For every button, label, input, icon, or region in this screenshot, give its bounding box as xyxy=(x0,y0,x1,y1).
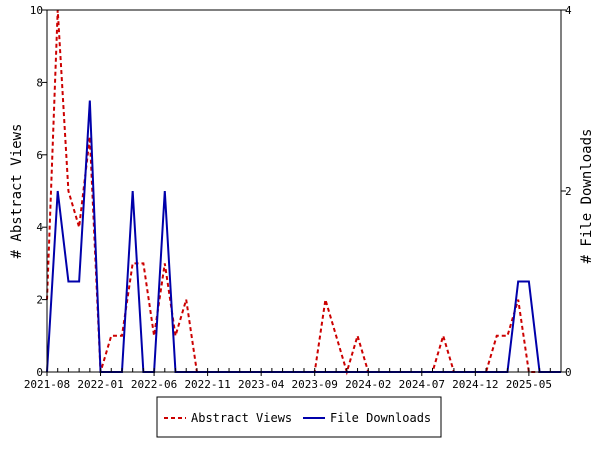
x-tick-label: 2023-09 xyxy=(292,378,338,391)
y-left-tick-label: 10 xyxy=(30,4,43,17)
y-left-tick-label: 0 xyxy=(36,366,43,379)
y-left-tick-label: 6 xyxy=(36,149,43,162)
y-left-tick-label: 2 xyxy=(36,294,43,307)
y-right-tick-label: 0 xyxy=(565,366,572,379)
y-right-tick-label: 2 xyxy=(565,185,572,198)
x-tick-label: 2022-01 xyxy=(77,378,123,391)
ticks-layer: 0 2 4 6 8 10 0 2 4 2021-08 2022-01 2022-06 2022-11 20… xyxy=(24,4,572,391)
series-line-abstract-views xyxy=(46,9,561,376)
legend-box xyxy=(156,396,442,438)
series-line-file-downloads xyxy=(46,100,561,373)
x-tick-label: 2025-05 xyxy=(506,378,552,391)
x-tick-label: 2022-11 xyxy=(184,378,230,391)
y-left-tick-label: 8 xyxy=(36,76,43,89)
x-tick-label: 2024-02 xyxy=(345,378,391,391)
x-tick-label: 2022-06 xyxy=(131,378,177,391)
y-axis-right-title: # File Downloads xyxy=(579,129,595,264)
y-right-tick-label: 4 xyxy=(565,4,572,17)
series-layer xyxy=(46,9,561,376)
legend: Abstract Views File Downloads xyxy=(156,396,442,438)
legend-label-abstract-views: Abstract Views xyxy=(191,411,292,425)
y-left-tick-label: 4 xyxy=(36,221,43,234)
plot-frame xyxy=(46,9,562,373)
x-tick-label: 2021-08 xyxy=(24,378,70,391)
x-tick-label: 2024-07 xyxy=(399,378,445,391)
x-tick-label: 2023-04 xyxy=(238,378,285,391)
y-axis-left-title: # Abstract Views xyxy=(9,124,25,259)
x-tick-label: 2024-12 xyxy=(452,378,498,391)
legend-label-file-downloads: File Downloads xyxy=(330,411,431,425)
